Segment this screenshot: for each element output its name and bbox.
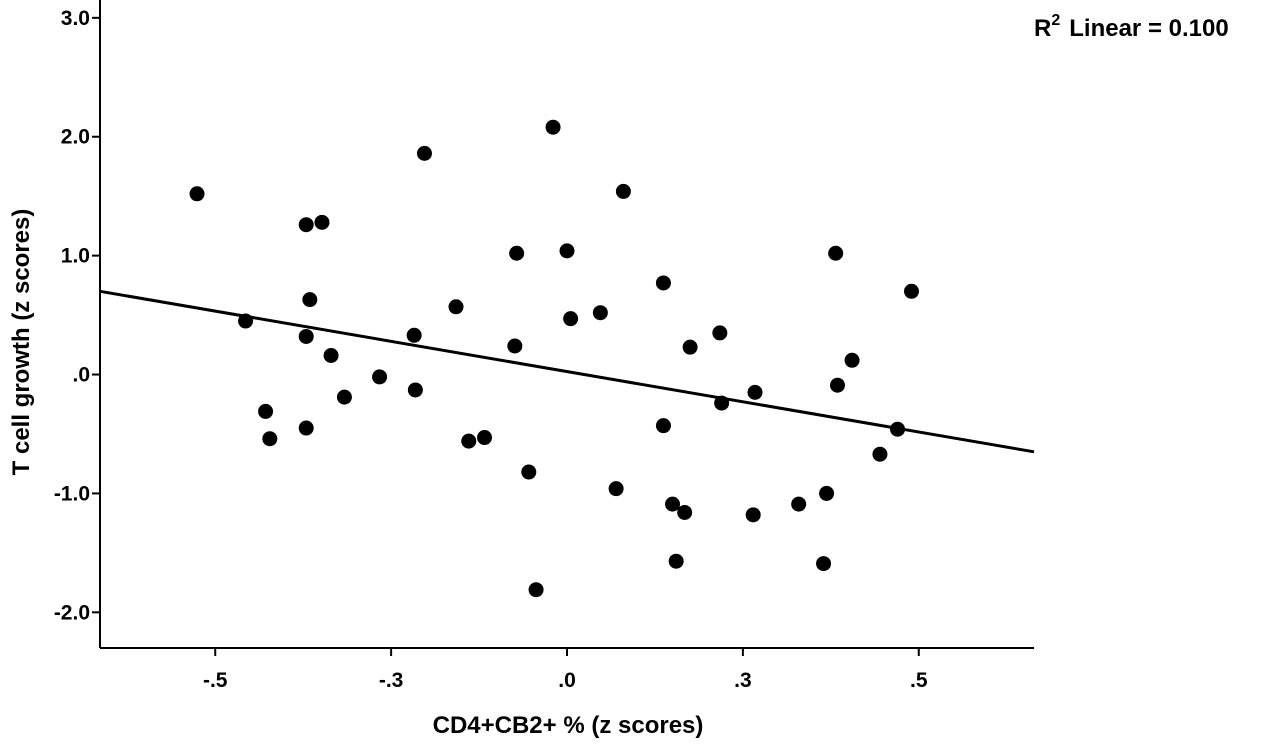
y-tick-label: .0: [72, 364, 90, 387]
data-point: [189, 186, 205, 202]
data-point: [828, 245, 844, 261]
data-point: [677, 504, 693, 520]
x-tick-label: -.3: [379, 669, 404, 692]
data-point: [668, 553, 684, 569]
data-point: [747, 384, 763, 400]
x-tick-label: .5: [910, 669, 928, 692]
fit-line: [99, 289, 1035, 454]
data-point: [507, 338, 523, 354]
x-ticks: -.5 -.3 .0 .3 .5: [203, 648, 928, 692]
r-squared-annotation: R2 Linear = 0.100: [1034, 12, 1229, 42]
data-point: [745, 507, 761, 523]
data-point: [298, 328, 314, 344]
r-squared-prefix: R: [1034, 15, 1051, 42]
data-point: [477, 430, 493, 446]
data-point: [608, 481, 624, 497]
y-tick-label: -1.0: [54, 482, 90, 505]
data-points: [189, 119, 919, 598]
data-point: [448, 299, 464, 315]
data-point: [461, 433, 477, 449]
r-squared-superscript: 2: [1051, 12, 1060, 29]
x-tick-label: .0: [558, 669, 576, 692]
data-point: [314, 214, 330, 230]
data-point: [298, 420, 314, 436]
data-point: [528, 582, 544, 598]
data-point: [545, 119, 561, 135]
data-point: [416, 145, 432, 161]
y-tick-label: 3.0: [61, 7, 90, 30]
data-point: [262, 431, 278, 447]
data-point: [336, 389, 352, 405]
y-tick-label: 2.0: [61, 126, 90, 149]
data-point: [592, 305, 608, 321]
data-point: [844, 352, 860, 368]
x-tick-label: .3: [734, 669, 752, 692]
data-point: [829, 377, 845, 393]
x-tick-label: -.5: [203, 669, 228, 692]
data-point: [655, 418, 671, 434]
x-axis-title: CD4+CB2+ % (z scores): [433, 712, 704, 739]
data-point: [258, 403, 274, 419]
data-point: [655, 275, 671, 291]
data-point: [509, 245, 525, 261]
data-point: [521, 464, 537, 480]
data-point: [872, 446, 888, 462]
data-point: [559, 243, 575, 259]
data-point: [563, 311, 579, 327]
data-point: [615, 183, 631, 199]
data-point: [819, 485, 835, 501]
y-axis-title: T cell growth (z scores): [8, 209, 35, 476]
r-squared-text: Linear = 0.100: [1069, 15, 1228, 42]
data-point: [682, 339, 698, 355]
data-point: [372, 369, 388, 385]
y-ticks: 3.0 2.0 1.0 .0 -1.0 -2.0: [54, 7, 100, 624]
data-point: [903, 283, 919, 299]
y-tick-label: -2.0: [54, 601, 90, 624]
data-point: [406, 327, 422, 343]
data-point: [816, 556, 832, 572]
data-point: [665, 496, 681, 512]
data-point: [302, 292, 318, 308]
y-tick-label: 1.0: [61, 245, 90, 268]
data-point: [791, 496, 807, 512]
data-point: [298, 217, 314, 233]
data-point: [323, 348, 339, 364]
data-point: [712, 325, 728, 341]
data-point: [407, 382, 423, 398]
